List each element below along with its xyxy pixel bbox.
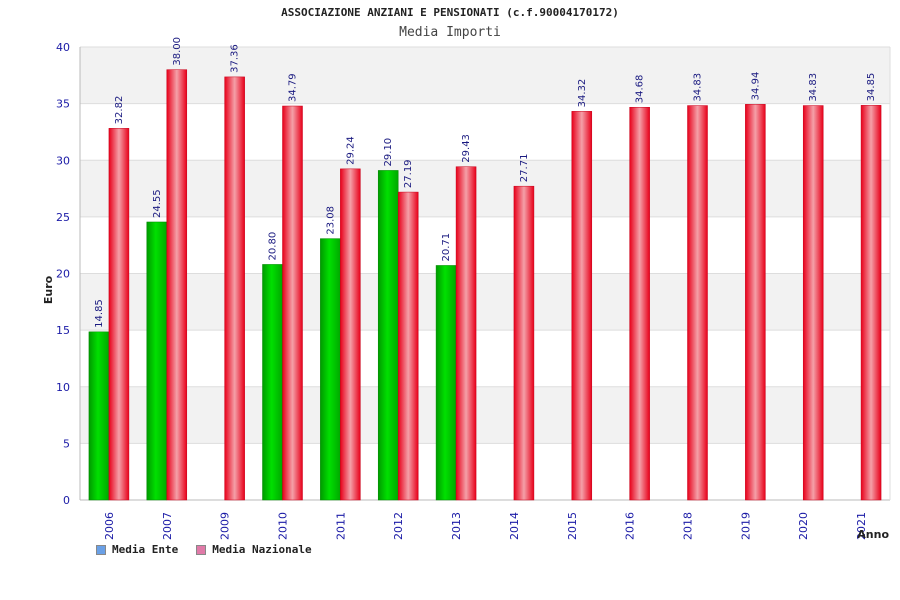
- data-label: 14.85: [94, 299, 105, 328]
- legend-label-media-nazionale: Media Nazionale: [212, 543, 312, 556]
- y-tick-label: 35: [56, 98, 70, 111]
- x-tick-label: 2018: [682, 512, 695, 540]
- bar-media-ente: [146, 221, 168, 501]
- x-tick-label: 2013: [450, 512, 463, 540]
- data-label: 34.83: [808, 73, 819, 102]
- x-tick-label: 2012: [392, 512, 405, 540]
- legend-item-media-nazionale: Media Nazionale: [196, 543, 312, 556]
- bar-media-ente: [435, 265, 457, 501]
- bars: 14.85 32.82 24.55 38.00 37.36 20.80 34.79 23.08…: [88, 37, 882, 501]
- y-tick-label: 25: [56, 211, 70, 224]
- y-axis-ticks: 0 5 10 15 20 25 30 35 40: [56, 41, 70, 507]
- bar-media-nazionale: [282, 105, 303, 501]
- bar-media-nazionale: [687, 105, 708, 501]
- y-tick-label: 10: [56, 381, 70, 394]
- plot-band: [80, 103, 890, 161]
- x-tick-label: 2019: [739, 512, 752, 540]
- bar-media-nazionale: [455, 166, 477, 501]
- x-tick-label: 2020: [797, 512, 810, 540]
- data-label: 34.68: [635, 75, 646, 104]
- bar-media-nazionale: [224, 76, 245, 501]
- x-tick-label: 2011: [334, 512, 347, 540]
- data-label: 37.36: [230, 44, 241, 73]
- bar-media-nazionale: [166, 69, 188, 501]
- bar-media-ente: [88, 331, 110, 501]
- x-tick-label: 2009: [219, 512, 232, 540]
- x-tick-label: 2010: [277, 512, 290, 540]
- x-tick-label: 2015: [566, 512, 579, 540]
- chart-title: ASSOCIAZIONE ANZIANI E PENSIONATI (c.f.9…: [281, 6, 619, 19]
- data-label: 29.24: [345, 136, 356, 165]
- y-tick-label: 20: [56, 268, 70, 281]
- plot-band: [80, 216, 890, 274]
- y-tick-label: 15: [56, 324, 70, 337]
- data-label: 34.79: [288, 73, 299, 102]
- bar-media-nazionale: [340, 168, 361, 501]
- data-label: 29.10: [383, 138, 394, 167]
- plot-band: [80, 160, 890, 217]
- x-tick-label: 2007: [161, 512, 174, 540]
- legend-label-media-ente: Media Ente: [112, 543, 179, 556]
- y-tick-label: 5: [63, 437, 70, 450]
- data-label: 32.82: [114, 96, 125, 125]
- data-label: 24.55: [152, 189, 163, 218]
- legend-swatch-media-ente: [96, 544, 106, 555]
- bar-media-ente: [377, 170, 399, 501]
- plot-band: [80, 330, 890, 387]
- data-label: 38.00: [172, 37, 183, 66]
- chart-subtitle: Media Importi: [399, 25, 501, 40]
- data-label: 34.32: [577, 79, 588, 108]
- data-label: 29.43: [461, 134, 472, 163]
- data-label: 34.94: [750, 72, 761, 101]
- data-label: 27.71: [519, 154, 530, 183]
- data-label: 23.08: [325, 206, 336, 235]
- bar-media-ente: [320, 238, 341, 501]
- bar-media-nazionale: [629, 106, 650, 501]
- x-tick-label: 2016: [624, 512, 637, 540]
- bar-media-nazionale: [513, 185, 535, 501]
- y-axis-label: Euro: [42, 275, 55, 304]
- bar-media-nazionale: [802, 105, 824, 501]
- data-label: 20.80: [268, 232, 279, 261]
- bar-media-nazionale: [860, 105, 882, 501]
- bar-media-nazionale: [397, 191, 419, 501]
- plot-band: [80, 273, 890, 331]
- bar-media-ente: [262, 264, 283, 501]
- x-tick-label: 2006: [103, 512, 116, 540]
- x-tick-label: 2021: [855, 512, 868, 540]
- y-tick-label: 30: [56, 154, 70, 167]
- data-label: 27.19: [403, 159, 414, 188]
- plot-band: [80, 386, 890, 444]
- legend-item-media-ente: Media Ente: [96, 543, 178, 556]
- x-axis-ticks: 2006 2007 2009 2010 2011 2012 2013 2014 2015 2016…: [103, 512, 868, 540]
- bar-media-nazionale: [108, 128, 130, 501]
- plot-band: [80, 47, 890, 104]
- data-label: 34.85: [866, 73, 877, 102]
- data-label: 34.83: [693, 73, 704, 102]
- legend-swatch-media-nazionale: [196, 544, 207, 555]
- plot-band: [80, 443, 890, 500]
- y-tick-label: 0: [63, 494, 70, 507]
- bar-media-nazionale: [571, 111, 593, 501]
- bar-media-nazionale: [745, 104, 766, 501]
- x-tick-label: 2014: [508, 512, 521, 540]
- legend: Media Ente Media Nazionale: [96, 543, 312, 556]
- y-tick-label: 40: [56, 41, 70, 54]
- x-axis-label: Anno: [857, 528, 889, 541]
- data-label: 20.71: [441, 233, 452, 262]
